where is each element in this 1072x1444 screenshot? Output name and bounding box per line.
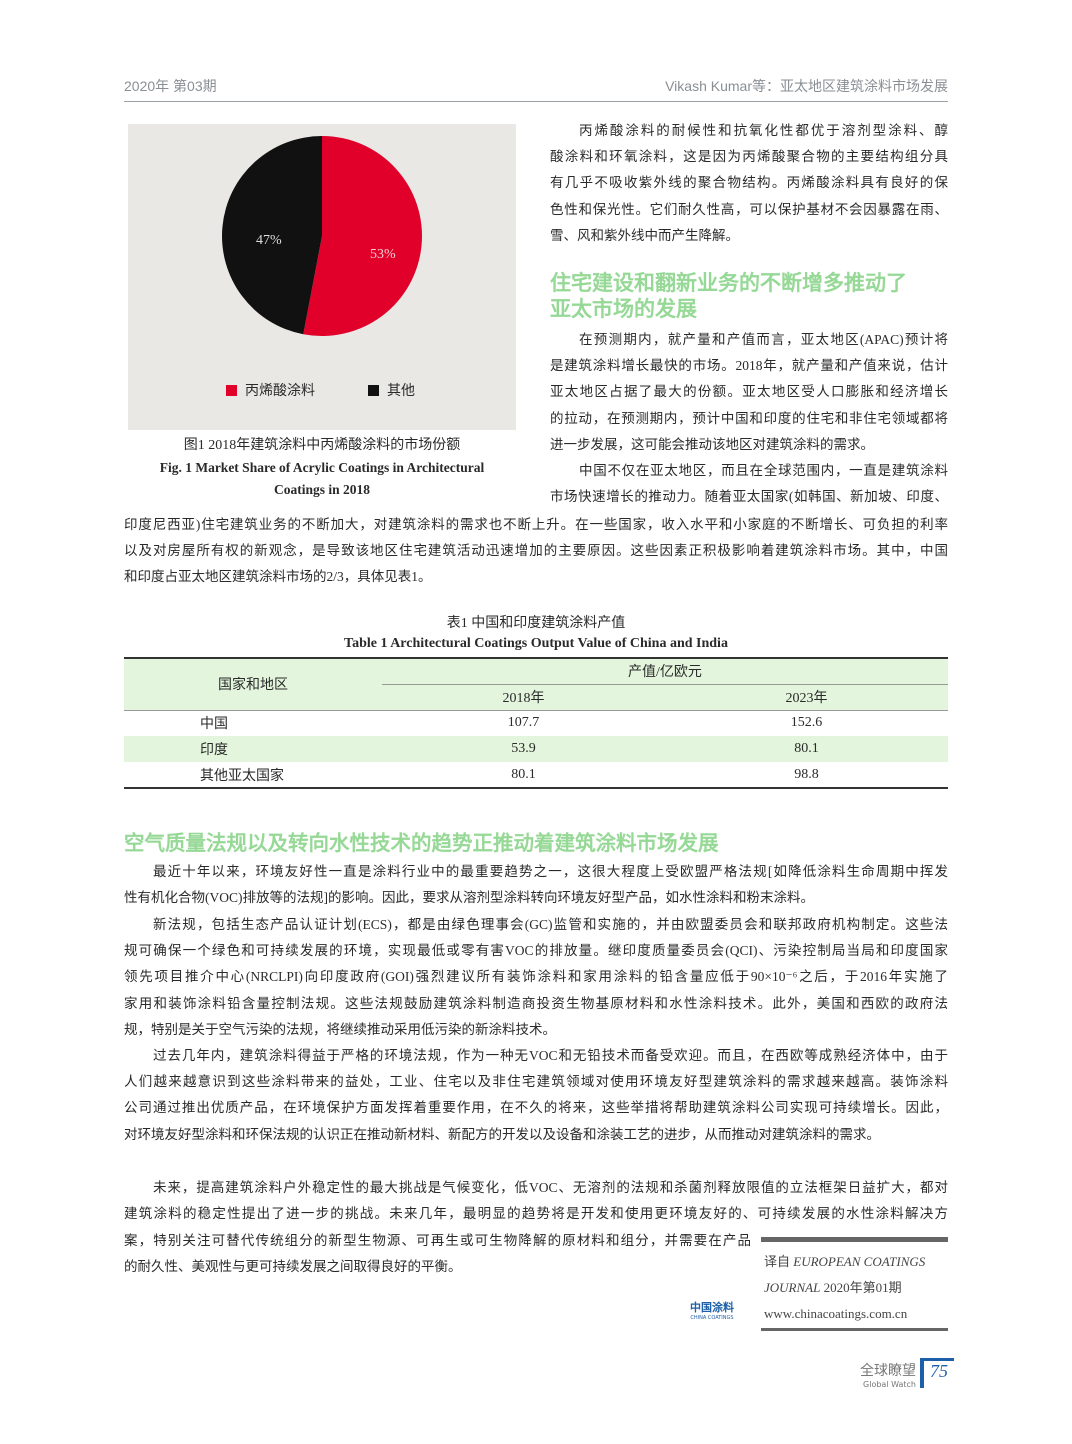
footer-section-cn: 全球瞭望 bbox=[860, 1363, 916, 1379]
pie-svg: 53% 47% bbox=[221, 136, 422, 336]
table-title-cn: 表1 中国和印度建筑涂料产值 bbox=[446, 616, 626, 631]
cell: 98.8 bbox=[794, 766, 819, 782]
paragraph: 在预测期内，就产量和产值而言，亚太地区(APAC)预计将是建筑涂料增长最快的市场… bbox=[550, 327, 948, 458]
header-rule bbox=[124, 101, 948, 102]
text-line: 亚太地区占据了最大的份额。亚太地区受人口膨胀和经济增长 bbox=[550, 384, 948, 400]
heading-line: 住宅建设和翻新业务的不断增多推动了 bbox=[550, 271, 907, 295]
table-row: 其他亚太国家 80.1 98.8 bbox=[124, 762, 948, 788]
page-number: 75 bbox=[920, 1358, 954, 1388]
paragraph: 新法规，包括生态产品认证计划(ECS)，都是由绿色理事会(GC)监管和实施的，并… bbox=[124, 912, 948, 1043]
paragraph: 中国不仅在亚太地区，而且在全球范围内，一直是建筑涂料市场快速增长的推动力。随着亚… bbox=[550, 458, 948, 510]
text-line: 有几乎不吸收紫外线的聚合物结构。丙烯酸涂料具有良好的保 bbox=[550, 175, 948, 191]
figure-caption-en: Fig. 1 Market Share of Acrylic Coatings … bbox=[159, 460, 485, 475]
text-line: 酸涂料和环氧涂料，这是因为丙烯酸聚合物的主要结构组分具 bbox=[550, 149, 948, 165]
text-line: 色性和保光性。它们耐久性高，可以保护基材不会因暴露在雨、 bbox=[550, 201, 948, 217]
text-line: 建筑涂料的稳定性提出了进一步的挑战。未来几年，最明显的趋势将是开发和使用更环境友… bbox=[124, 1206, 948, 1222]
source-rule-bottom bbox=[761, 1328, 948, 1331]
paragraph: 最近十年以来，环境友好性一直是涂料行业中的最重要趋势之一，这很大程度上受欧盟严格… bbox=[124, 859, 948, 911]
text-line: 中国不仅在亚太地区，而且在全球范围内，一直是建筑涂料 bbox=[579, 463, 948, 478]
legend-swatch-black bbox=[368, 384, 379, 396]
header-region: 国家和地区 bbox=[124, 658, 382, 711]
figure-caption-cn: 图1 2018年建筑涂料中丙烯酸涂料的市场份额 bbox=[183, 438, 461, 453]
text-line: 规，特别是关于空气污染的法规，将继续推动采用低污染的新涂料技术。 bbox=[124, 1021, 556, 1037]
cell: 印度 bbox=[200, 743, 228, 758]
logo-text-en: CHINA COATINGS bbox=[690, 1315, 734, 1321]
text-line: 人们越来越意识到这些涂料带来的益处，工业、住宅以及非住宅建筑领域对使用环境友好型… bbox=[124, 1074, 948, 1090]
text-line: 和印度占亚太地区建筑涂料市场的2/3，具体见表1。 bbox=[124, 569, 432, 585]
legend-label: 其他 bbox=[387, 384, 415, 399]
legend-acrylic: 丙烯酸涂料 bbox=[226, 380, 315, 400]
source-url[interactable]: www.chinacoatings.com.cn bbox=[764, 1306, 908, 1321]
pie-label: 47% bbox=[256, 233, 282, 248]
header-year: 2023年 bbox=[665, 684, 948, 711]
legend-swatch-red bbox=[226, 384, 237, 396]
table-row: 中国 107.7 152.6 bbox=[124, 710, 948, 736]
source-rule-top bbox=[761, 1237, 948, 1242]
text-line: 丙烯酸涂料的耐候性和抗氧化性都优于溶剂型涂料、醇 bbox=[579, 123, 948, 138]
cell: 152.6 bbox=[790, 715, 823, 731]
source-text: 译自 bbox=[764, 1254, 794, 1269]
pie-slice-other bbox=[221, 136, 322, 335]
source-note: 译自 EUROPEAN COATINGS JOURNAL 2020年第01期 w… bbox=[764, 1249, 925, 1327]
cell: 中国 bbox=[200, 717, 228, 733]
source-journal: JOURNAL bbox=[764, 1280, 821, 1295]
text-line: 是建筑涂料增长最快的市场。2018年，就产量和产值来说，估计 bbox=[550, 358, 948, 374]
text-line: 性有机化合物(VOC)排放等的法规]的影响。因此，要求从溶剂型涂料转向环境友好型… bbox=[124, 890, 814, 906]
text-line: 对环境友好型涂料和环保法规的认识正在推动新材料、新配方的开发以及设备和涂装工艺的… bbox=[124, 1126, 880, 1142]
source-issue: 2020年第01期 bbox=[820, 1280, 902, 1295]
header-group: 产值/亿欧元 bbox=[382, 658, 948, 685]
text-line: 家用和装饰涂料铅含量控制法规。这些法规鼓励建筑涂料制造商投资生物基原材料和水性涂… bbox=[124, 995, 948, 1011]
legend-other: 其他 bbox=[368, 380, 415, 400]
pie-chart: 53% 47% 丙烯酸涂料 其他 bbox=[128, 124, 516, 430]
source-journal: EUROPEAN COATINGS bbox=[793, 1254, 926, 1269]
text-line: 新法规，包括生态产品认证计划(ECS)，都是由绿色理事会(GC)监管和实施的，并… bbox=[153, 917, 948, 932]
cell: 107.7 bbox=[507, 715, 540, 731]
paragraph: 丙烯酸涂料的耐候性和抗氧化性都优于溶剂型涂料、醇酸涂料和环氧涂料，这是因为丙烯酸… bbox=[550, 118, 948, 249]
text-line: 市场快速增长的推动力。随着亚太国家(如韩国、新加坡、印度、 bbox=[550, 489, 948, 505]
issue-label: 2020年 第03期 bbox=[124, 78, 217, 94]
text-line: 领先项目推介中心(NRCLPI)向印度政府(GOI)强烈建议所有装饰涂料和家用涂… bbox=[124, 969, 948, 985]
china-coatings-logo: 中国涂料 CHINA COATINGS bbox=[690, 1299, 734, 1321]
paragraph: 未来，提高建筑涂料户外稳定性的最大挑战是气候变化，低VOC、无溶剂的法规和杀菌剂… bbox=[124, 1175, 948, 1227]
text-line: 过去几年内，建筑涂料得益于严格的环境法规，作为一种无VOC和无铅技术而备受欢迎。… bbox=[153, 1048, 948, 1063]
cell: 80.1 bbox=[511, 766, 536, 782]
cell: 53.9 bbox=[511, 741, 536, 756]
text-line: 雪、风和紫外线中而产生降解。 bbox=[550, 227, 739, 243]
data-table: 国家和地区 产值/亿欧元 2018年 2023年 中国 107.7 152.6 印度 53… bbox=[124, 657, 948, 789]
running-title: Vikash Kumar等：亚太地区建筑涂料市场发展 bbox=[665, 78, 948, 94]
text-line: 最近十年以来，环境友好性一直是涂料行业中的最重要趋势之一，这很大程度上受欧盟严格… bbox=[153, 864, 948, 879]
footer-section-en: Global Watch bbox=[863, 1380, 916, 1389]
text-line: 的耐久性、美观性与更可持续发展之间取得良好的平衡。 bbox=[124, 1259, 462, 1275]
paragraph: 过去几年内，建筑涂料得益于严格的环境法规，作为一种无VOC和无铅技术而备受欢迎。… bbox=[124, 1043, 948, 1148]
cell: 其他亚太国家 bbox=[200, 768, 284, 784]
figure-caption-en-2: Coatings in 2018 bbox=[273, 482, 371, 497]
section-heading: 住宅建设和翻新业务的不断增多推动了 亚太市场的发展 bbox=[550, 270, 907, 322]
text-line: 公司通过推出优质产品，在环境保护方面发挥着重要作用，在不久的将来，这些举措将帮助… bbox=[124, 1100, 948, 1116]
table-row: 印度 53.9 80.1 bbox=[124, 736, 948, 762]
paragraph: 案，特别关注可替代传统组分的新型生物源、可再生或可生物降解的原材料和组分，并需要… bbox=[124, 1228, 751, 1280]
pie-slice-acrylic bbox=[303, 136, 422, 336]
text-line: 进一步发展，这可能会推动该地区对建筑涂料的需求。 bbox=[550, 436, 874, 452]
footer-section: 全球瞭望 Global Watch bbox=[840, 1360, 916, 1389]
text-line: 案，特别关注可替代传统组分的新型生物源、可再生或可生物降解的原材料和组分，并需要… bbox=[124, 1233, 751, 1248]
text-line: 的拉动，在预测期内，预计中国和印度的住宅和非住宅领域都将 bbox=[550, 410, 948, 426]
header-year: 2018年 bbox=[382, 684, 665, 711]
legend-label: 丙烯酸涂料 bbox=[245, 384, 315, 399]
text-line: 以及对房屋所有权的新观念，是导致该地区住宅建筑活动迅速增加的主要原因。这些因素正… bbox=[124, 543, 948, 559]
heading-line: 亚太市场的发展 bbox=[550, 297, 697, 321]
text-line: 印度尼西亚)住宅建筑业务的不断加大，对建筑涂料的需求也不断上升。在一些国家，收入… bbox=[124, 517, 948, 532]
text-line: 规可确保一个绿色和可持续发展的环境，实现最低或零有害VOC的排放量。继印度质量委… bbox=[124, 943, 948, 959]
table-title-en: Table 1 Architectural Coatings Output Va… bbox=[344, 636, 728, 651]
logo-text: 中国涂料 bbox=[690, 1301, 734, 1314]
section-heading: 空气质量法规以及转向水性技术的趋势正推动着建筑涂料市场发展 bbox=[124, 831, 719, 855]
paragraph: 印度尼西亚)住宅建筑业务的不断加大，对建筑涂料的需求也不断上升。在一些国家，收入… bbox=[124, 512, 948, 591]
text-line: 在预测期内，就产量和产值而言，亚太地区(APAC)预计将 bbox=[579, 332, 948, 347]
pie-label: 53% bbox=[370, 247, 396, 262]
text-line: 未来，提高建筑涂料户外稳定性的最大挑战是气候变化，低VOC、无溶剂的法规和杀菌剂… bbox=[153, 1180, 948, 1195]
cell: 80.1 bbox=[794, 741, 819, 756]
